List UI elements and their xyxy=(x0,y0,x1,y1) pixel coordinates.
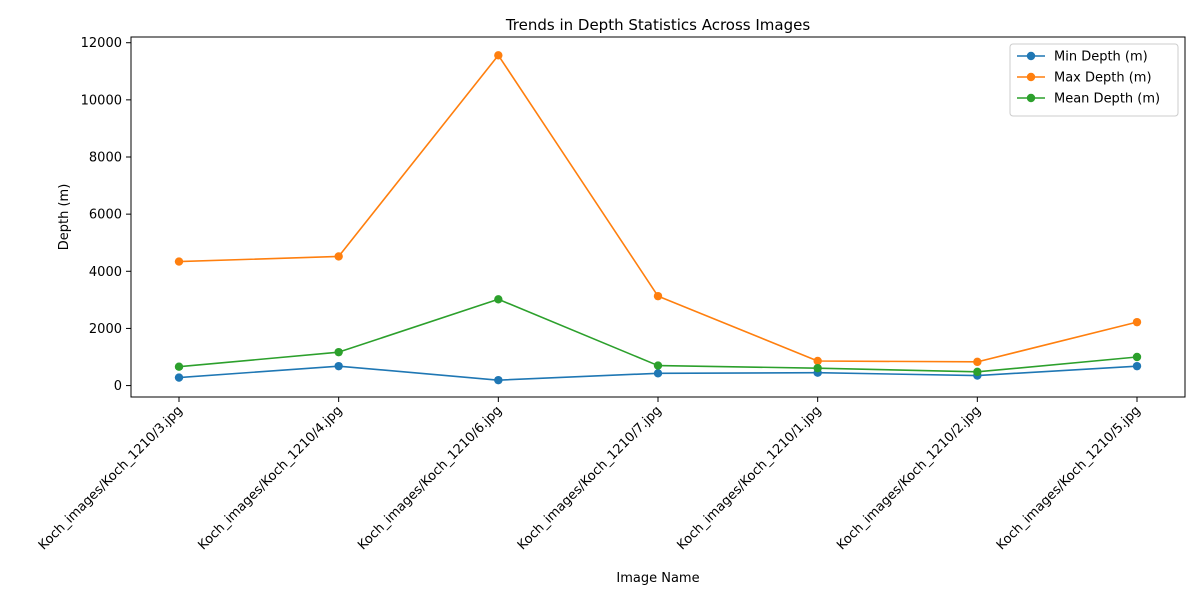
data-point xyxy=(334,347,343,357)
series-2 xyxy=(174,51,1142,367)
y-tick-label: 0 xyxy=(114,379,122,394)
series-line xyxy=(178,54,1138,363)
x-tick-label: Koch_images/Koch_1210/2.jpg xyxy=(834,403,984,553)
series-3 xyxy=(174,295,1142,377)
data-point xyxy=(334,361,343,371)
x-axis-title: Image Name xyxy=(616,571,699,586)
y-tick-label: 12000 xyxy=(81,36,122,51)
legend-item: Min Depth (m) xyxy=(1017,50,1148,65)
y-tick-label: 4000 xyxy=(89,265,122,280)
legend-frame xyxy=(1009,43,1179,117)
x-tick-label: Koch_images/Koch_1210/3.jpg xyxy=(36,403,186,553)
data-point xyxy=(334,252,343,261)
data-point xyxy=(1132,352,1142,362)
y-tick-label: 6000 xyxy=(89,208,122,223)
x-tick-label: Koch_images/Koch_1210/5.jpg xyxy=(994,403,1144,553)
data-point xyxy=(653,291,663,301)
data-point xyxy=(174,257,184,266)
data-point xyxy=(813,356,822,366)
legend: Min Depth (m) Max Depth (m) Mean Depth (m) xyxy=(1009,43,1179,117)
legend-marker xyxy=(1026,72,1036,82)
data-point xyxy=(174,373,184,382)
legend-marker xyxy=(1026,93,1036,103)
legend-label: Min Depth (m) xyxy=(1054,50,1148,65)
x-tick-label: Koch_images/Koch_1210/7.jpg xyxy=(515,403,665,553)
data-point xyxy=(653,361,663,370)
series-line xyxy=(178,298,1138,373)
x-tick-label: Koch_images/Koch_1210/6.jpg xyxy=(355,403,505,553)
y-axis: 0 2000 4000 6000 8000 10000 12000 xyxy=(81,36,131,394)
data-point xyxy=(813,363,822,373)
series-layer xyxy=(174,51,1142,385)
data-point xyxy=(494,295,503,304)
legend-marker xyxy=(1026,51,1036,61)
data-point xyxy=(494,51,503,60)
legend-label: Mean Depth (m) xyxy=(1054,92,1160,107)
data-point xyxy=(1132,361,1142,371)
data-point xyxy=(973,367,982,377)
legend-item: Mean Depth (m) xyxy=(1017,92,1160,107)
legend-item: Max Depth (m) xyxy=(1017,71,1152,86)
data-point xyxy=(973,357,982,367)
y-tick-label: 2000 xyxy=(89,322,122,337)
data-point xyxy=(494,375,503,385)
y-tick-label: 8000 xyxy=(89,151,122,166)
data-point xyxy=(653,369,663,378)
x-tick-label: Koch_images/Koch_1210/1.jpg xyxy=(675,403,825,553)
data-point xyxy=(1132,317,1142,327)
x-axis: Koch_images/Koch_1210/3.jpg Koch_images/K… xyxy=(36,397,1144,553)
chart-title: Trends in Depth Statistics Across Images xyxy=(505,16,811,34)
y-tick-label: 10000 xyxy=(81,93,122,108)
legend-label: Max Depth (m) xyxy=(1054,71,1152,86)
data-point xyxy=(174,362,184,371)
y-axis-title: Depth (m) xyxy=(57,184,72,251)
x-tick-label: Koch_images/Koch_1210/4.jpg xyxy=(196,403,346,553)
